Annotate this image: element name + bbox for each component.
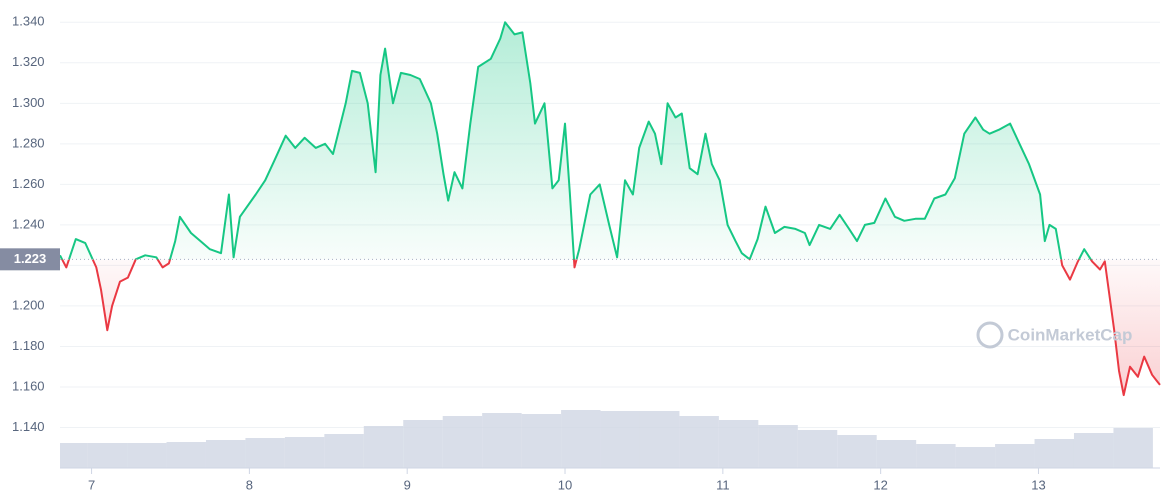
volume-bar xyxy=(561,410,601,468)
y-tick-label: 1.180 xyxy=(12,338,45,353)
volume-bar xyxy=(797,430,838,468)
volume-bar xyxy=(639,411,680,468)
x-tick-label: 9 xyxy=(404,477,411,492)
y-tick-label: 1.320 xyxy=(12,54,45,69)
volume-bar xyxy=(758,425,798,468)
volume-bar xyxy=(363,426,404,468)
volume-bar xyxy=(837,435,877,468)
x-tick-label: 7 xyxy=(88,477,95,492)
y-tick-label: 1.200 xyxy=(12,297,45,312)
watermark: CoinMarketCap xyxy=(1008,325,1133,344)
x-tick-label: 13 xyxy=(1031,477,1045,492)
y-tick-label: 1.340 xyxy=(12,14,45,29)
volume-bar xyxy=(442,416,483,468)
volume-bar xyxy=(127,443,167,468)
volume-bar xyxy=(1034,439,1074,468)
volume-bar xyxy=(60,443,88,468)
volume-bar xyxy=(876,440,917,468)
price-line xyxy=(59,21,1161,397)
volume-bar xyxy=(245,438,285,468)
volume-bar xyxy=(600,411,640,468)
baseline-label-box xyxy=(0,248,60,271)
x-tick-label: 10 xyxy=(558,477,572,492)
y-tick-label: 1.300 xyxy=(12,95,45,110)
volume-bar xyxy=(324,434,364,468)
price-area xyxy=(60,22,1160,396)
y-tick-label: 1.240 xyxy=(12,216,45,231)
volume-bar xyxy=(718,420,759,468)
volume-bar xyxy=(995,444,1035,468)
volume-bar xyxy=(166,442,206,468)
x-tick-label: 11 xyxy=(716,477,730,492)
y-tick-label: 1.160 xyxy=(12,378,45,393)
y-tick-label: 1.140 xyxy=(12,419,45,434)
y-tick-label: 1.260 xyxy=(12,176,45,191)
volume-bar xyxy=(521,414,562,468)
watermark-icon xyxy=(976,321,1004,349)
volume-bar xyxy=(403,420,443,468)
baseline-label: 1.223 xyxy=(14,251,47,266)
volume-bar xyxy=(1073,433,1114,468)
x-tick-label: 12 xyxy=(873,477,887,492)
volume-bar xyxy=(87,443,128,468)
volume-bar xyxy=(1113,428,1153,468)
volume-bar xyxy=(679,416,719,468)
volume-bar xyxy=(955,447,996,468)
y-tick-label: 1.280 xyxy=(12,135,45,150)
volume-bar xyxy=(205,440,246,468)
volume-bar xyxy=(916,444,956,468)
volume-bar xyxy=(284,437,325,468)
x-tick-label: 8 xyxy=(246,477,253,492)
volume-bar xyxy=(482,413,522,468)
